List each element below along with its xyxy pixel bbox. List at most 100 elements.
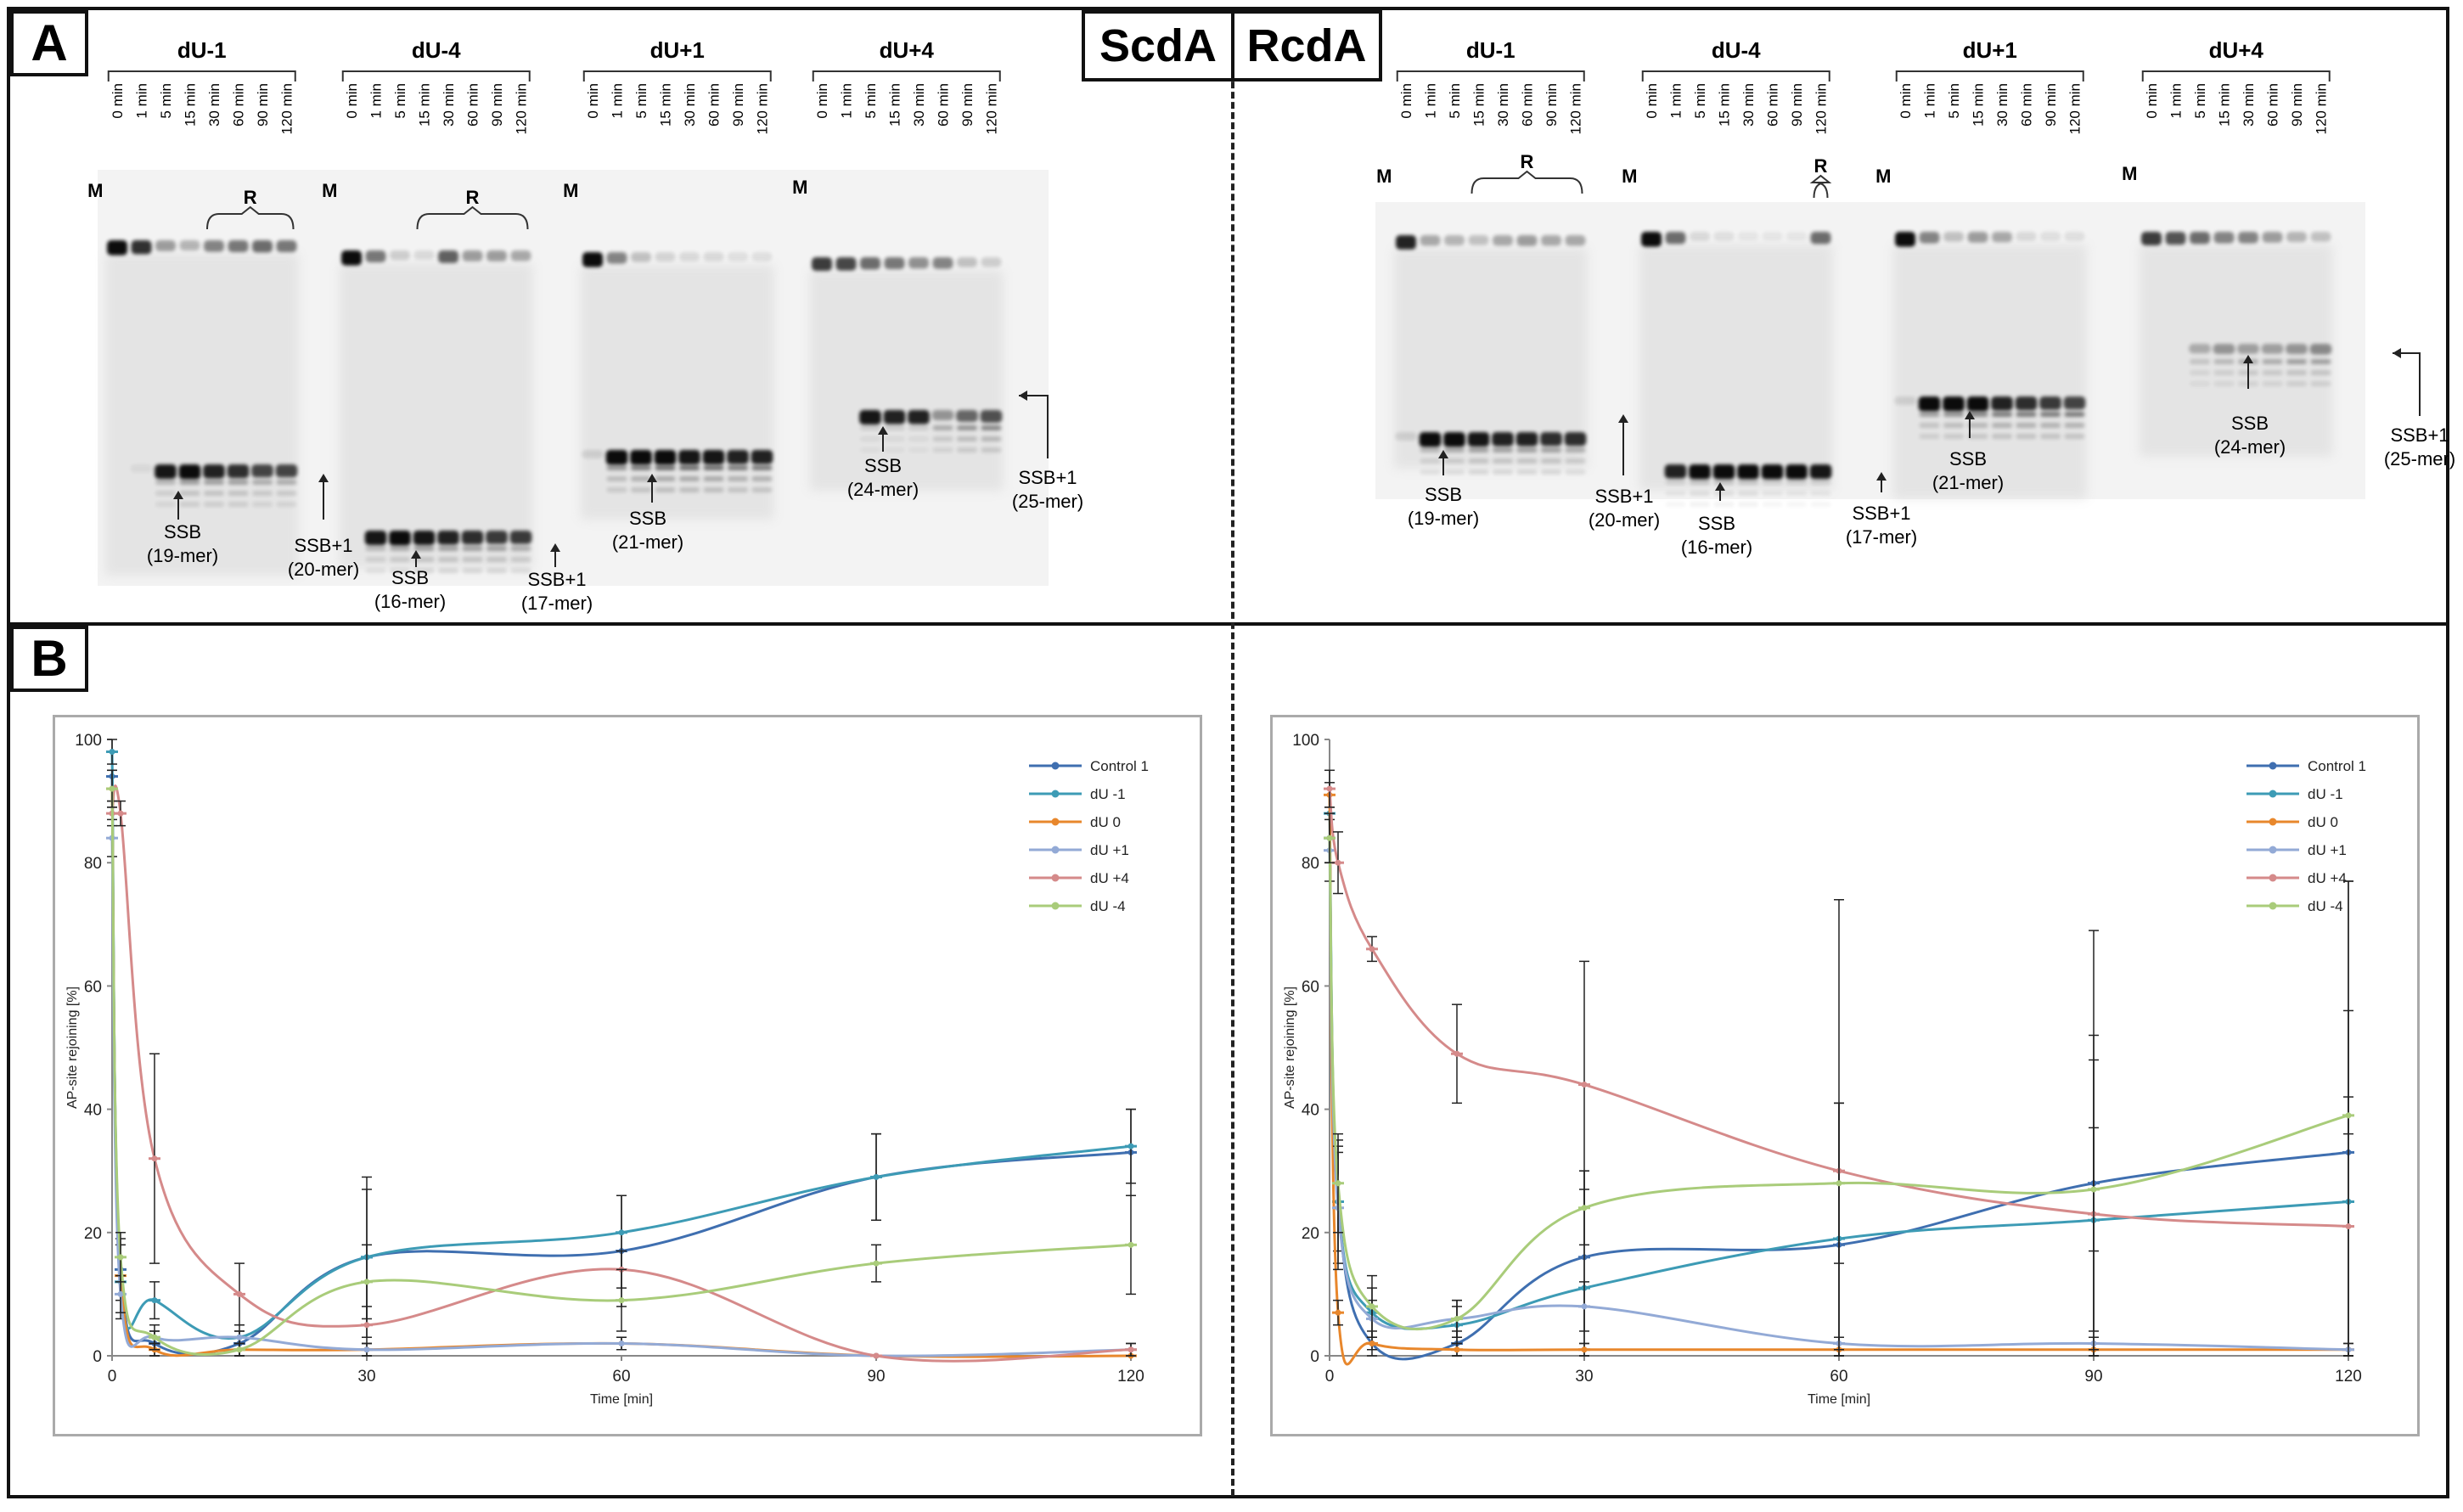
data-point-marker	[2345, 1223, 2352, 1230]
annotation-arrowhead	[2243, 355, 2253, 363]
gel-band-ladder	[179, 480, 200, 485]
gel-band-ladder	[510, 557, 531, 562]
gel-band-full-length	[1665, 232, 1686, 245]
annotation-arrowhead	[647, 474, 657, 482]
y-tick-label: 60	[1302, 978, 1319, 996]
gel-band-ladder	[1992, 412, 2012, 417]
gel-band-full-length	[1690, 232, 1710, 241]
gel-band-ladder	[631, 465, 651, 470]
gel-band-ladder	[957, 425, 977, 430]
data-point-marker	[363, 1322, 370, 1329]
gel-band-ladder	[957, 436, 977, 441]
gel-band-ladder	[1786, 491, 1807, 496]
gel-band-ladder	[981, 447, 1002, 452]
gel-band-ladder	[2310, 370, 2331, 375]
legend-label: Control 1	[2308, 758, 2366, 774]
gel-band-ssb	[364, 531, 387, 546]
lane-time-label: 120 min	[984, 83, 1000, 134]
gel-band-full-length	[2165, 232, 2186, 245]
gel-band-ladder	[1738, 491, 1758, 496]
x-tick-label: 90	[867, 1368, 885, 1386]
gel-band-full-length	[413, 250, 435, 260]
gel-band-ssb	[437, 531, 459, 545]
gel-band-ladder	[1420, 447, 1441, 452]
gel-band-ladder	[1786, 502, 1807, 507]
annotation-line1: SSB+1	[527, 569, 586, 590]
data-point-marker	[1454, 1315, 1460, 1322]
gel-band-ladder	[2040, 434, 2061, 439]
lane-time-label: 30 min	[1495, 83, 1511, 126]
gel-band-ladder	[1516, 447, 1538, 452]
data-point-marker	[873, 1260, 880, 1267]
group-bracket	[341, 70, 531, 82]
gel-band-ladder	[1810, 480, 1831, 485]
gel-band-ladder	[679, 465, 700, 470]
gel-band-ladder	[1762, 491, 1783, 496]
annotation-line1: SSB	[1949, 448, 1987, 469]
gel-band-ssb	[413, 531, 436, 546]
annotation-line1: SSB	[1698, 513, 1735, 534]
annotation-line2: (25-mer)	[2384, 448, 2455, 469]
gel-band-ssb	[727, 450, 749, 464]
gel-band-ladder	[462, 546, 483, 551]
gel-band-ladder	[276, 480, 297, 485]
lane-time-label: 0 min	[1644, 83, 1660, 119]
gel-band-full-length	[2310, 232, 2331, 242]
gel-band-ladder	[2064, 434, 2085, 439]
gel-band-ssb	[859, 410, 881, 425]
marker-label: M	[322, 180, 337, 201]
lane-time-label: 90 min	[730, 83, 746, 126]
gel-band-ladder	[2213, 381, 2235, 386]
gel-band-ssb	[1737, 464, 1759, 480]
gel-band-ssb	[1419, 432, 1442, 447]
gel-band-ladder	[884, 436, 905, 441]
gel-band-ssb	[931, 410, 954, 421]
x-tick-label: 30	[1575, 1368, 1593, 1386]
group-bracket	[107, 70, 296, 82]
gel-band-ladder	[860, 425, 880, 430]
data-point-marker	[109, 785, 115, 792]
gel-band-ssb	[1966, 396, 1989, 412]
gel-band-ladder	[1943, 434, 1964, 439]
gel-band-ladder	[1967, 423, 1988, 428]
gel-band-ssb	[908, 410, 930, 424]
data-point-marker	[1127, 1143, 1134, 1149]
data-point-marker	[618, 1340, 625, 1346]
data-point-marker	[1335, 1309, 1341, 1316]
group-bracket	[812, 70, 1001, 82]
gel-band-ladder	[1541, 469, 1561, 475]
gel-band-full-length	[908, 257, 929, 269]
gel-band-ladder	[1713, 480, 1735, 485]
gel-band-ssb	[1395, 432, 1417, 441]
group-label: dU-4	[412, 37, 461, 63]
annotation-arrowhead	[1965, 411, 1975, 419]
gel-band-ssb	[2261, 344, 2284, 354]
gel-band-ladder	[2262, 359, 2283, 364]
gel-band-ladder	[228, 502, 249, 507]
annotation-line1: SSB+1	[294, 535, 352, 556]
gel-band-ladder	[606, 465, 627, 470]
lane-time-label: 90 min	[255, 83, 271, 126]
data-point-marker	[236, 1334, 243, 1341]
legend-marker	[1051, 818, 1060, 826]
gel-band-full-length	[2286, 232, 2307, 242]
lane-time-label: 60 min	[706, 83, 723, 126]
gel-band-ladder	[438, 546, 458, 551]
gel-band-ssb	[2309, 344, 2332, 355]
gel-band-ssb	[1664, 464, 1687, 479]
gel-band-ladder	[2286, 381, 2307, 386]
lane-time-label: 30 min	[441, 83, 457, 126]
lane-time-label: 5 min	[2192, 83, 2208, 119]
legend-label: Control 1	[1090, 758, 1149, 774]
gel-band-ladder	[728, 476, 748, 481]
data-point-marker	[1335, 1180, 1341, 1187]
repair-label: R	[1814, 155, 1828, 177]
annotation-arrowhead	[1438, 450, 1448, 458]
gel-band-ladder	[932, 447, 953, 452]
rcda-title: RcdA	[1231, 10, 1382, 82]
gel-band-ssb	[1785, 464, 1808, 480]
gel-band-full-length	[204, 240, 224, 252]
gel-band-ladder	[2040, 412, 2061, 417]
gel-band-ssb	[702, 450, 725, 465]
lane-time-label: 90 min	[959, 83, 976, 126]
